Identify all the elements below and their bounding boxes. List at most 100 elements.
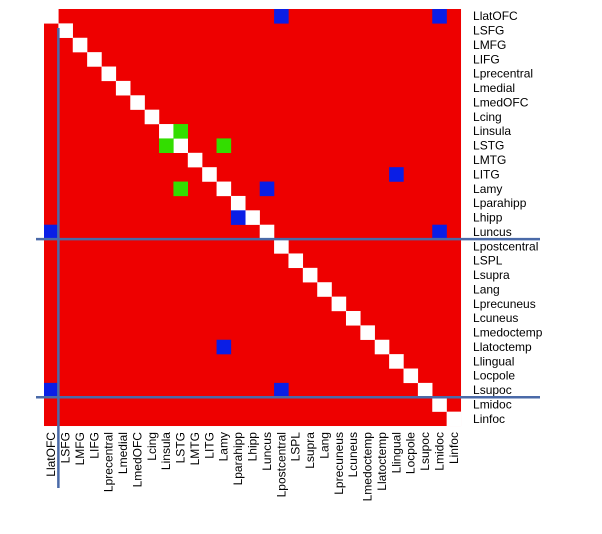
column-label: Lhipp	[246, 432, 260, 462]
diagonal-cell	[245, 210, 260, 225]
row-label: LSPL	[473, 254, 503, 268]
diagonal-cell	[144, 109, 160, 125]
column-label: Lcuneus	[346, 432, 360, 477]
diagonal-cell	[101, 66, 117, 82]
row-label: Lparahipp	[473, 196, 527, 210]
column-label: LIFG	[87, 432, 101, 459]
row-label: Lang	[473, 282, 500, 296]
column-label: LMFG	[73, 432, 87, 465]
column-label: LMTG	[188, 432, 202, 465]
column-label: Linfoc	[447, 432, 461, 464]
diagonal-cell	[187, 152, 203, 168]
diagonal-cell	[302, 267, 318, 283]
row-label: Lamy	[473, 182, 502, 196]
diagonal-cell	[130, 95, 145, 110]
blue-cell	[230, 210, 246, 225]
row-label: LMFG	[473, 38, 506, 52]
blue-cell	[44, 224, 59, 240]
row-label: LSFG	[473, 24, 504, 38]
row-label: LIFG	[473, 52, 500, 66]
diagonal-cell	[230, 195, 246, 211]
row-label: Lmidoc	[473, 397, 512, 411]
column-labels: LlatOFC LSFG LMFG LIFG Lprecentral Lmedial Lme…	[44, 432, 461, 502]
diagonal-cell	[389, 354, 404, 369]
row-label: Lmedoctemp	[473, 326, 543, 340]
row-label: Locpole	[473, 369, 515, 383]
column-label: LSFG	[59, 432, 73, 463]
blue-cell	[432, 9, 447, 24]
blue-cell	[432, 224, 447, 240]
row-label: LMTG	[473, 153, 506, 167]
row-label: Linfoc	[473, 412, 505, 426]
row-label: Lmedial	[473, 81, 515, 95]
diagonal-cell	[331, 296, 347, 312]
heatmap-cells	[44, 9, 462, 427]
blue-cell	[44, 382, 59, 398]
blue-cell	[389, 167, 404, 182]
row-label: LSTG	[473, 139, 504, 153]
row-label: Luncus	[473, 225, 512, 239]
diagonal-cell	[44, 9, 59, 24]
diagonal-cell	[115, 80, 131, 96]
diagonal-cell	[202, 167, 217, 182]
column-label: LSPL	[289, 432, 303, 462]
blue-cell	[274, 382, 289, 398]
column-label: Luncus	[260, 432, 274, 471]
diagonal-cell	[58, 23, 73, 38]
column-label: Lang	[317, 432, 331, 459]
column-label: LlatOFC	[44, 432, 58, 477]
column-label: Lamy	[217, 432, 231, 461]
diagonal-cell	[159, 124, 174, 139]
row-label: Lhipp	[473, 211, 503, 225]
row-labels: LlatOFCLSFGLMFGLIFGLprecentralLmedialLme…	[473, 9, 543, 426]
diagonal-cell	[173, 138, 188, 153]
column-label: Lsupra	[303, 432, 317, 469]
diagonal-cell	[317, 282, 332, 297]
diagonal-cell	[432, 397, 447, 412]
blue-cell	[259, 181, 275, 197]
column-label: Lpostcentral	[274, 432, 288, 497]
row-label: Llingual	[473, 354, 514, 368]
column-label: Lparahipp	[231, 432, 245, 486]
row-label: Linsula	[473, 124, 511, 138]
column-label: Lmedial	[116, 432, 130, 474]
row-label: LlatOFC	[473, 9, 518, 23]
diagonal-cell	[417, 382, 433, 398]
column-label: LSTG	[174, 432, 188, 463]
column-label: Lprecuneus	[332, 432, 346, 495]
green-cell	[173, 181, 188, 197]
diagonal-cell	[446, 411, 462, 427]
row-label: LITG	[473, 167, 500, 181]
diagonal-cell	[374, 339, 390, 355]
column-label: Llingual	[389, 432, 403, 473]
diagonal-cell	[72, 37, 88, 53]
row-label: Lcuneus	[473, 311, 518, 325]
column-label: LmedOFC	[130, 432, 144, 488]
column-label: Lmedoctemp	[361, 432, 375, 502]
row-label: Llatoctemp	[473, 340, 532, 354]
column-label: LITG	[202, 432, 216, 459]
separator-lines	[36, 28, 540, 488]
blue-cell	[274, 9, 289, 24]
row-label: Lsupra	[473, 268, 510, 282]
green-cell	[216, 138, 232, 153]
green-cell	[159, 138, 174, 153]
diagonal-cell	[274, 239, 289, 254]
column-label: Lmidoc	[432, 432, 446, 471]
column-label: Lsupoc	[418, 432, 432, 471]
diagonal-cell	[288, 253, 304, 269]
column-label: Locpole	[404, 432, 418, 474]
column-label: Lcing	[145, 432, 159, 461]
green-cell	[173, 124, 188, 139]
diagonal-cell	[259, 224, 275, 240]
row-label: LmedOFC	[473, 95, 529, 109]
row-label: Lprecuneus	[473, 297, 536, 311]
diagonal-cell	[87, 52, 102, 67]
diagonal-cell	[360, 325, 375, 340]
row-label: Lprecentral	[473, 67, 533, 81]
diagonal-cell	[216, 181, 232, 197]
blue-cell	[216, 339, 232, 355]
diagonal-cell	[345, 310, 361, 326]
row-label: Lpostcentral	[473, 239, 538, 253]
